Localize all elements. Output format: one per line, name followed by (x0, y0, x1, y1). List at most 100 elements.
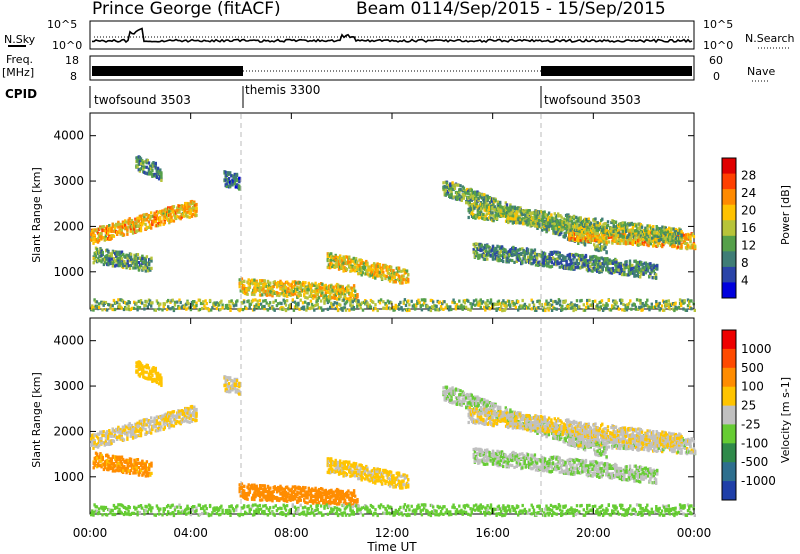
power-cell (254, 298, 257, 302)
power-cell (268, 301, 272, 305)
power-cell (141, 257, 144, 261)
power-cell (136, 165, 139, 169)
power-cell (444, 306, 447, 310)
power-cell (297, 294, 300, 298)
power-cell (147, 302, 151, 306)
power-cell (339, 285, 342, 289)
power-cell (340, 287, 343, 292)
power-cell (253, 308, 256, 312)
power-cell (539, 225, 543, 229)
power-cell (321, 282, 324, 286)
power-cell (571, 224, 575, 229)
power-cell (131, 229, 135, 233)
power-cell (324, 283, 327, 287)
power-cell (644, 271, 648, 275)
power-cell (342, 266, 345, 270)
power-cell (154, 308, 157, 312)
power-cell (443, 191, 446, 195)
power-cell (560, 230, 563, 235)
power-cell (503, 211, 507, 215)
power-cell (110, 253, 113, 257)
power-cell (631, 222, 635, 226)
power-cell (107, 257, 110, 262)
power-cell (130, 225, 134, 229)
power-cell (110, 227, 113, 231)
power-cell (360, 301, 364, 305)
power-cell (321, 291, 324, 295)
power-cell (352, 256, 355, 260)
power-cell (142, 167, 145, 171)
power-cell (520, 251, 523, 255)
power-cell (692, 235, 696, 239)
power-cell (115, 254, 118, 259)
power-cell (530, 211, 534, 215)
power-cell (478, 302, 481, 306)
power-cell (361, 271, 365, 275)
power-cell (137, 261, 141, 265)
power-cell (595, 248, 598, 252)
power-cell (383, 274, 386, 278)
power-cell (529, 257, 532, 261)
power-cell (236, 299, 239, 303)
power-cell (569, 234, 572, 238)
power-cell (568, 252, 572, 256)
power-cell (404, 303, 408, 307)
power-cell (176, 210, 179, 214)
power-cell (404, 280, 408, 284)
power-cell (549, 219, 552, 223)
power-cell (138, 265, 142, 269)
power-cell (138, 169, 142, 173)
power-cell (126, 256, 129, 260)
power-cell (483, 217, 486, 221)
power-cell (499, 202, 502, 206)
power-cell (102, 225, 105, 229)
power-cell (576, 265, 580, 269)
power-cell (341, 286, 344, 290)
power-cell (545, 230, 548, 234)
power-cell (490, 248, 494, 252)
power-cell (162, 210, 165, 214)
power-cell (106, 254, 109, 258)
power-cell (242, 300, 246, 304)
power-cell (308, 294, 312, 298)
power-cell (371, 268, 375, 272)
power-cell (238, 184, 241, 188)
power-cell (408, 308, 411, 312)
power-cell (623, 273, 626, 277)
power-cell (296, 287, 299, 291)
power-cell (680, 233, 683, 237)
power-cell (250, 278, 254, 282)
power-cell (470, 188, 473, 192)
date-range: 14/Sep/2015 - 15/Sep/2015 (432, 0, 666, 19)
power-cell (104, 237, 108, 241)
power-cell (157, 210, 161, 214)
power-cell (224, 178, 227, 182)
power-cell (475, 298, 478, 302)
power-cell (303, 293, 306, 297)
noise-strip-frame (89, 20, 695, 50)
power-cell (631, 263, 634, 267)
power-cell (374, 270, 377, 274)
power-cell (229, 171, 232, 175)
power-cell (135, 259, 138, 263)
power-cell (477, 192, 480, 196)
power-cell (519, 247, 522, 251)
power-cell (502, 259, 505, 264)
power-cell (204, 306, 207, 310)
power-cell (383, 306, 386, 310)
power-cell (342, 255, 345, 259)
power-cell (304, 281, 307, 285)
power-cell (250, 281, 254, 285)
power-cell (339, 259, 342, 263)
power-cell (195, 304, 198, 308)
power-cell (317, 282, 321, 287)
power-cell (304, 295, 307, 300)
power-cell (584, 259, 588, 263)
power-cell (446, 192, 450, 196)
power-cell (113, 307, 117, 312)
power-cell (118, 302, 121, 306)
power-cell (119, 223, 122, 227)
power-cell (325, 288, 329, 292)
power-cell (116, 232, 119, 236)
power-cell (127, 304, 130, 308)
